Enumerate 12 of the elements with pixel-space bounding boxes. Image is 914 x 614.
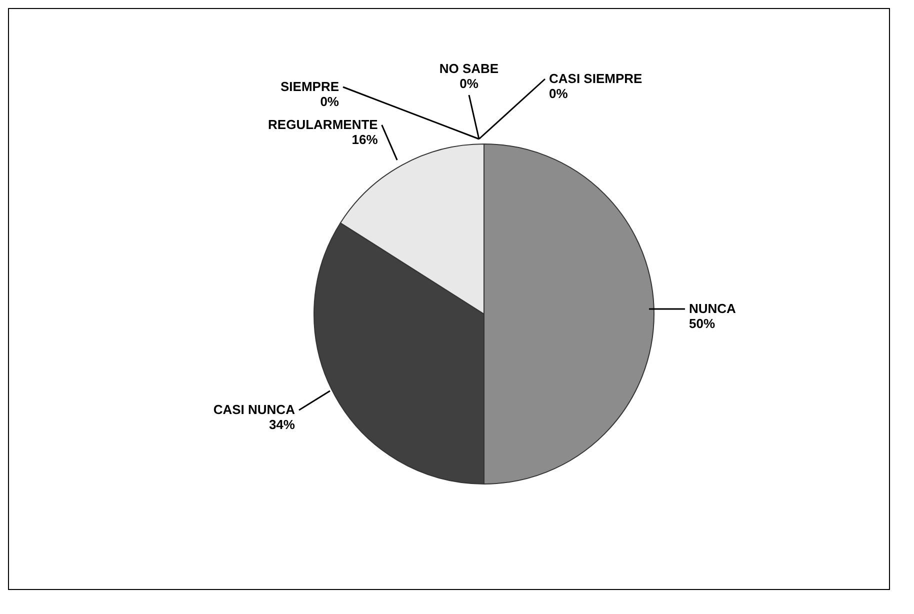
category-label: SIEMPRE	[280, 79, 339, 94]
slice-label: REGULARMENTE	[268, 116, 378, 132]
slice-label: CASI NUNCA	[213, 402, 296, 418]
slice-label: NUNCA	[689, 301, 737, 316]
data-label: 16%	[352, 132, 378, 147]
text: 0%	[549, 86, 568, 101]
category-label: NO SABE	[439, 61, 499, 76]
data-label: 34%	[268, 417, 296, 432]
text: 0%	[320, 94, 339, 109]
text: 0%	[460, 76, 478, 91]
data-label: 50%	[689, 316, 716, 331]
category-label: CASI SIEMPRE	[549, 71, 642, 86]
